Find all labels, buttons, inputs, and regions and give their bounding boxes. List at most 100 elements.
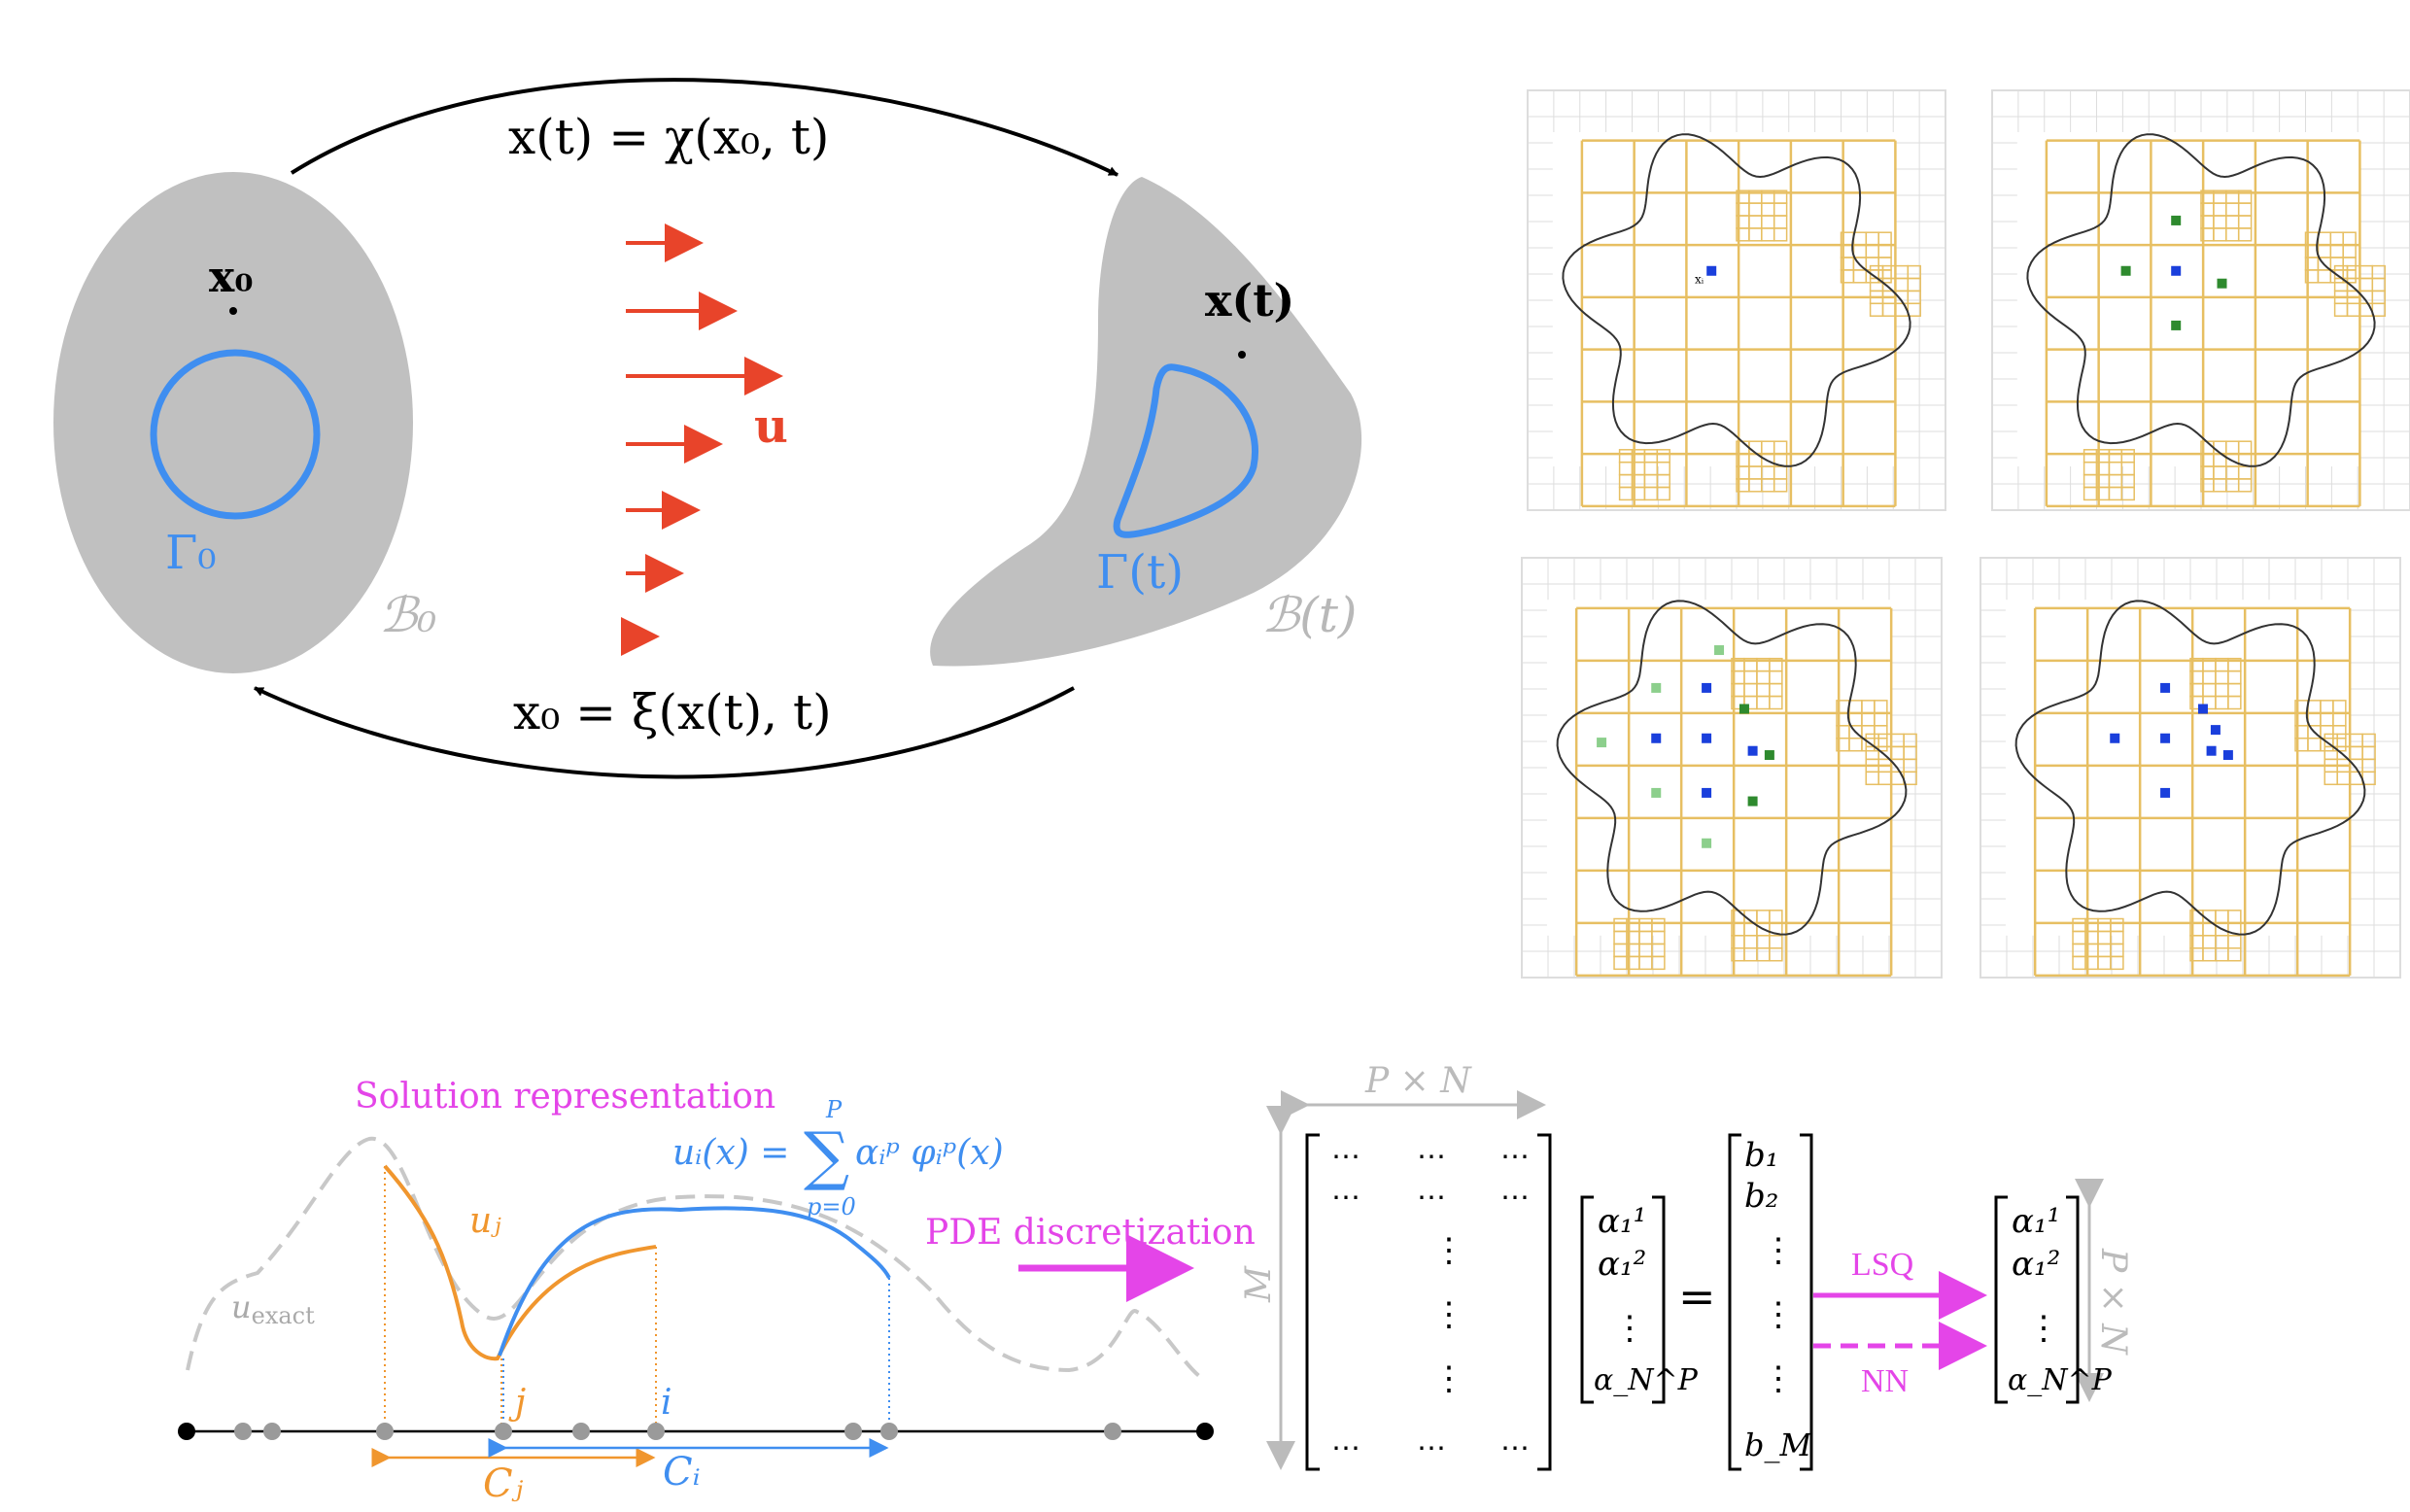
- stencil-point-second_neighbor: [1651, 682, 1662, 693]
- lagrangian-panel: x₀ Γ₀ ℬ₀ x(t) Γ(t) ℬ(t) x(t) = χ(x₀, t) …: [53, 78, 1362, 779]
- current-domain-shape: [930, 177, 1362, 667]
- initial-point-label: x₀: [209, 253, 254, 302]
- stencil-point-neighbor: [2217, 278, 2227, 289]
- system-matrix: ⋯ ⋯ ⋯ ⋯ ⋯ ⋯ ⋯ ⋯ ⋯ ⋮ ⋮ ⋮: [1305, 1133, 1552, 1471]
- mesh-nodes: [234, 1423, 1121, 1440]
- stencil-point-neighbor: [2171, 320, 2182, 330]
- local-solution-j-curve: [383, 1164, 657, 1361]
- alpha-2: α₁²: [1598, 1245, 1646, 1284]
- stencil-point-center: [2206, 745, 2217, 756]
- matrix-entry-dots: ⋯: [1331, 1140, 1360, 1174]
- formula-sum-lower: p=0: [807, 1193, 856, 1220]
- stencil-point-center: [2110, 733, 2120, 743]
- velocity-label: u: [754, 399, 788, 454]
- matrix-entry-dots: ⋯: [1417, 1140, 1446, 1174]
- dim-right-label: P × N: [2093, 1248, 2133, 1356]
- stencil-point-second_neighbor: [1702, 838, 1712, 848]
- nn-label: NN: [1861, 1363, 1909, 1399]
- current-domain-label: ℬ(t): [1261, 587, 1357, 643]
- node-j-label: j: [508, 1383, 526, 1423]
- matrix-entry-dots: ⋯: [1331, 1181, 1360, 1215]
- quadtree-stencil-4: [1980, 557, 2401, 979]
- stencil-point-second_neighbor: [1651, 787, 1662, 798]
- mesh-node: [263, 1423, 281, 1440]
- stencil-point-neighbor: [2120, 265, 2131, 276]
- representation-formula: uᵢ(x) = ∑ P p=0 αᵢᵖ φᵢᵖ(x): [672, 1096, 1004, 1220]
- equals-sign: =: [1678, 1270, 1716, 1323]
- matrix-entry-dots: ⋯: [1331, 1431, 1360, 1465]
- stencil-point-center: [2171, 265, 2182, 276]
- b-2: b₂: [1744, 1177, 1778, 1216]
- stencil-point-center: [1706, 265, 1717, 276]
- forward-map-arrow: [290, 78, 1119, 177]
- uj-label: uⱼ: [469, 1201, 501, 1241]
- stencil-point-center: [2160, 787, 2171, 798]
- stencil-point-second_neighbor: [1714, 645, 1725, 656]
- initial-interface-shape: [150, 349, 321, 520]
- stencil-point-neighbor: [1747, 796, 1758, 807]
- representation-title: Solution representation: [355, 1077, 775, 1117]
- matrix-entry-dots: ⋯: [1500, 1181, 1530, 1215]
- stencil-point-label: xᵢ: [1695, 273, 1704, 287]
- formula-sum-upper: P: [825, 1096, 843, 1123]
- stencil-point-center: [2210, 725, 2221, 736]
- b-last: b_M: [1744, 1426, 1812, 1463]
- stencil-point-center: [2222, 750, 2233, 761]
- b-dots-1: ⋮: [1762, 1231, 1795, 1270]
- stencil-point-center: [1702, 787, 1712, 798]
- matrix-entry-dots: ⋯: [1500, 1431, 1530, 1465]
- mesh-node: [234, 1423, 252, 1440]
- formula-term: αᵢᵖ φᵢᵖ(x): [855, 1133, 1004, 1173]
- stencil-point-center: [1651, 733, 1662, 743]
- b-dots-2: ⋮: [1762, 1295, 1795, 1334]
- matrix-entry-dots: ⋯: [1500, 1140, 1530, 1174]
- mesh-node: [376, 1423, 394, 1440]
- stencil-point-center: [1702, 682, 1712, 693]
- mesh-end-left: [178, 1423, 195, 1440]
- representation-panel: Solution representation Cⱼ Cᵢ j i uⱼ uex…: [178, 1077, 1214, 1506]
- stencil-point-neighbor: [1739, 704, 1749, 714]
- current-point-dot: [1238, 351, 1246, 359]
- local-solution-i-curve: [498, 1206, 891, 1357]
- initial-point-dot: [229, 307, 237, 315]
- mesh-node: [880, 1423, 898, 1440]
- alpha-last: α_N^P: [1594, 1363, 1699, 1397]
- exact-solution-curve: [186, 1136, 1207, 1382]
- solved-coefficient-vector: α₁¹ α₁² ⋮ α_N^P: [1994, 1195, 2113, 1404]
- stencil-point-second_neighbor: [1597, 738, 1607, 748]
- formula-sum-sign: ∑: [804, 1118, 849, 1193]
- b-dots-3: ⋮: [1762, 1359, 1795, 1398]
- velocity-field: [621, 223, 783, 656]
- coefficient-vector: α₁¹ α₁² ⋮ α_N^P: [1580, 1195, 1699, 1404]
- quadtree-panel: xᵢ: [1521, 89, 2410, 979]
- stencil-point-neighbor: [2171, 215, 2182, 225]
- dim-left-label: M: [1239, 1265, 1279, 1303]
- mesh-node: [572, 1423, 590, 1440]
- stencil-point-center: [2160, 733, 2171, 743]
- mesh-node: [647, 1423, 665, 1440]
- projection-lines: [384, 1166, 890, 1428]
- initial-interface-label: Γ₀: [165, 526, 217, 580]
- stencil-point-center: [2197, 704, 2208, 714]
- solved-alpha-2: α₁²: [2012, 1245, 2060, 1284]
- mesh-node: [1104, 1423, 1121, 1440]
- initial-domain-label: ℬ₀: [379, 587, 436, 643]
- rhs-vector: b₁ b₂ ⋮ ⋮ ⋮ b_M: [1728, 1133, 1813, 1471]
- matrix-column-dots: ⋮: [1432, 1295, 1465, 1334]
- stencil-point-neighbor: [1764, 750, 1774, 761]
- stencil-Cj-label: Cⱼ: [483, 1461, 524, 1506]
- matrix-entry-dots: ⋯: [1417, 1181, 1446, 1215]
- matrix-entry-dots: ⋯: [1417, 1431, 1446, 1465]
- pde-discretization-label: PDE discretization: [925, 1213, 1256, 1253]
- mesh-node: [844, 1423, 862, 1440]
- current-interface-label: Γ(t): [1096, 545, 1184, 600]
- exact-label: uexact: [231, 1289, 315, 1329]
- quadtree-stencil-3: [1521, 557, 1943, 979]
- stencil-point-center: [1702, 733, 1712, 743]
- current-interface-shape: [1113, 363, 1258, 538]
- initial-domain-shape: [53, 172, 413, 673]
- quadtree-stencil-1: xᵢ: [1527, 89, 1946, 511]
- inverse-map-label: x₀ = ξ(x(t), t): [513, 684, 832, 740]
- stencil-Ci-label: Cᵢ: [663, 1450, 701, 1495]
